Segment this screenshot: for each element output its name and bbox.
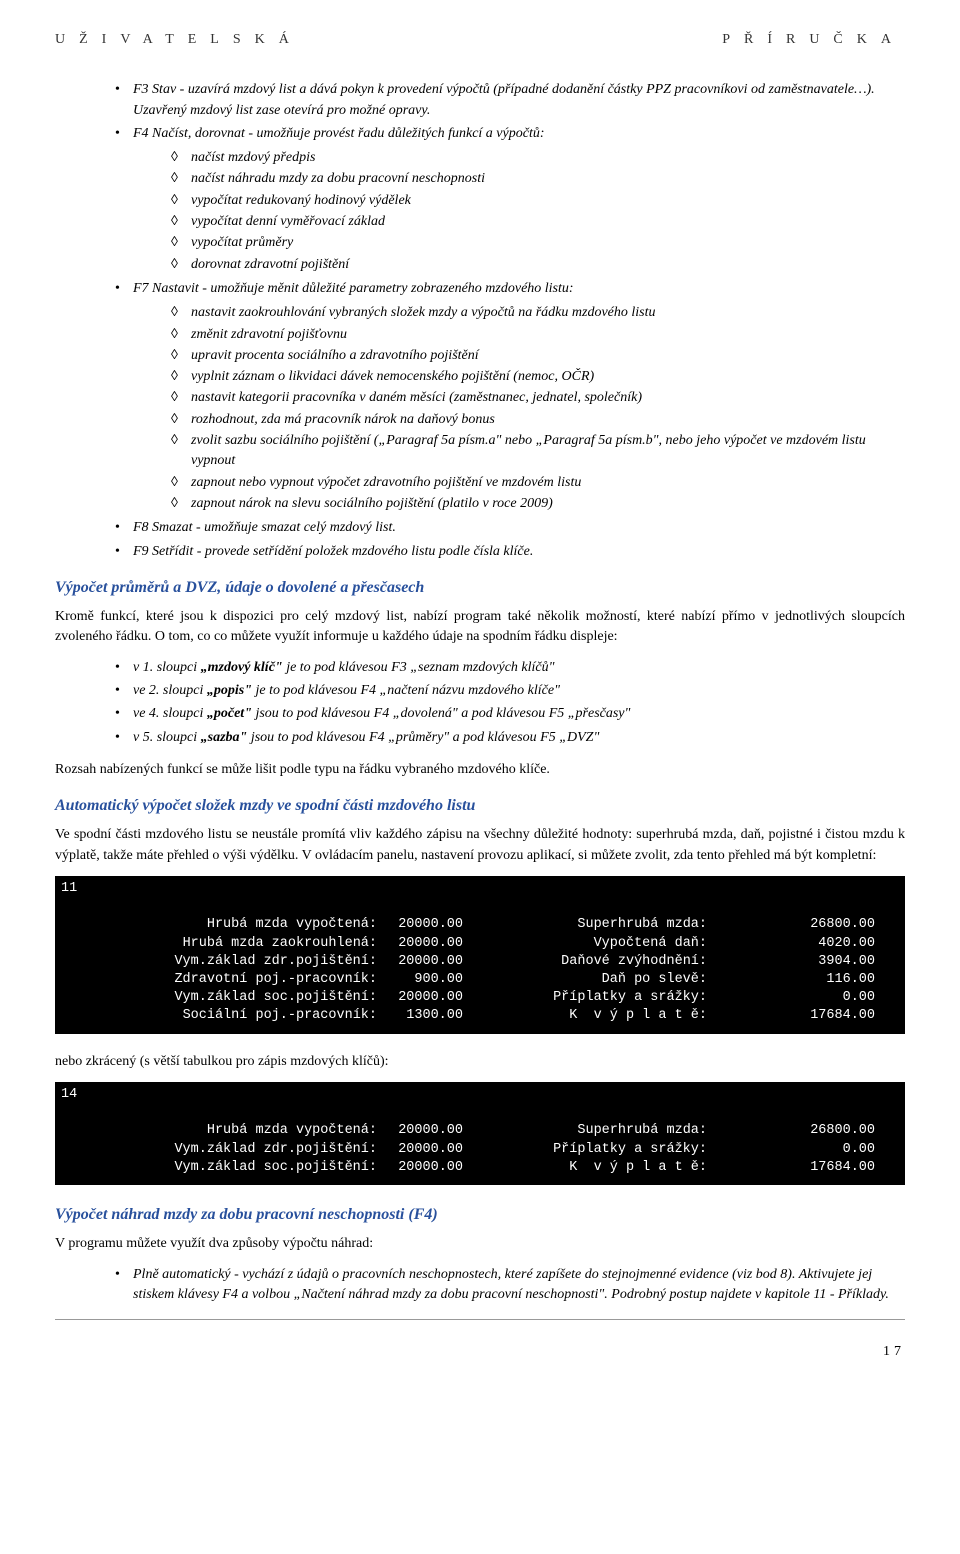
list-item: ve 2. sloupci „popis" je to pod klávesou… [115, 681, 905, 701]
sub-list-item: změnit zdravotní pojišťovnu [171, 325, 905, 345]
item-text: Plně automatický - vychází z údajů o pra… [133, 1267, 889, 1302]
item-text: F8 Smazat - umožňuje smazat celý mzdový … [133, 520, 396, 535]
sub-list-item: zapnout nárok na slevu sociálního pojišt… [171, 494, 905, 514]
sub-list-item: dorovnat zdravotní pojištění [171, 255, 905, 275]
list-item: F9 Setřídit - provede setřídění položek … [115, 542, 905, 562]
sub-list-item: vyplnit záznam o likvidaci dávek nemocen… [171, 367, 905, 387]
paragraph: nebo zkrácený (s větší tabulkou pro zápi… [55, 1052, 905, 1072]
item-text: F7 Nastavit - umožňuje měnit důležité pa… [133, 281, 574, 296]
list-item: ve 4. sloupci „počet" jsou to pod kláves… [115, 704, 905, 724]
sub-list-item: vypočítat redukovaný hodinový výdělek [171, 191, 905, 211]
footer-rule [55, 1319, 905, 1320]
item-text: F4 Načíst, dorovnat - umožňuje provést ř… [133, 126, 545, 141]
sub-list: nastavit zaokrouhlování vybraných složek… [171, 303, 905, 514]
list-item: F8 Smazat - umožňuje smazat celý mzdový … [115, 518, 905, 538]
paragraph: Rozsah nabízených funkcí se může lišit p… [55, 760, 905, 780]
sub-list-item: zvolit sazbu sociálního pojištění („Para… [171, 431, 905, 472]
terminal-panel-short: 14 Hrubá mzda vypočtená:20000.00Superhru… [55, 1082, 905, 1185]
sub-list-item: zapnout nebo vypnout výpočet zdravotního… [171, 473, 905, 493]
section-heading: Výpočet náhrad mzdy za dobu pracovní nes… [55, 1203, 905, 1226]
paragraph: Kromě funkcí, které jsou k dispozici pro… [55, 607, 905, 648]
item-text: ve 4. sloupci „počet" jsou to pod kláves… [133, 706, 630, 721]
sub-list-item: načíst mzdový předpis [171, 148, 905, 168]
function-key-list: F3 Stav - uzavírá mzdový list a dává pok… [115, 80, 905, 562]
page-header: UŽIVATELSKÁ PŘÍRUČKA [55, 30, 905, 50]
item-text: F9 Setřídit - provede setřídění položek … [133, 544, 533, 559]
list-item: F4 Načíst, dorovnat - umožňuje provést ř… [115, 124, 905, 275]
list-item: Plně automatický - vychází z údajů o pra… [115, 1265, 905, 1306]
method-list: Plně automatický - vychází z údajů o pra… [115, 1265, 905, 1306]
sub-list-item: nastavit kategorii pracovníka v daném mě… [171, 388, 905, 408]
item-text: v 1. sloupci „mzdový klíč" je to pod klá… [133, 660, 555, 675]
item-text: ve 2. sloupci „popis" je to pod klávesou… [133, 683, 560, 698]
sub-list-item: načíst náhradu mzdy za dobu pracovní nes… [171, 169, 905, 189]
sub-list: načíst mzdový předpisnačíst náhradu mzdy… [171, 148, 905, 275]
page-number: 17 [55, 1342, 905, 1362]
sub-list-item: vypočítat denní vyměřovací základ [171, 212, 905, 232]
column-info-list: v 1. sloupci „mzdový klíč" je to pod klá… [115, 658, 905, 748]
list-item: v 1. sloupci „mzdový klíč" je to pod klá… [115, 658, 905, 678]
terminal-panel-full: 11 Hrubá mzda vypočtená:20000.00Superhru… [55, 876, 905, 1034]
item-text: F3 Stav - uzavírá mzdový list a dává pok… [133, 82, 875, 117]
section-heading: Automatický výpočet složek mzdy ve spodn… [55, 794, 905, 817]
section-heading: Výpočet průměrů a DVZ, údaje o dovolené … [55, 576, 905, 599]
sub-list-item: rozhodnout, zda má pracovník nárok na da… [171, 410, 905, 430]
list-item: v 5. sloupci „sazba" jsou to pod kláveso… [115, 728, 905, 748]
list-item: F7 Nastavit - umožňuje měnit důležité pa… [115, 279, 905, 514]
paragraph: V programu můžete využít dva způsoby výp… [55, 1234, 905, 1254]
list-item: F3 Stav - uzavírá mzdový list a dává pok… [115, 80, 905, 121]
paragraph: Ve spodní části mzdového listu se neustá… [55, 825, 905, 866]
sub-list-item: vypočítat průměry [171, 233, 905, 253]
sub-list-item: upravit procenta sociálního a zdravotníh… [171, 346, 905, 366]
item-text: v 5. sloupci „sazba" jsou to pod kláveso… [133, 730, 599, 745]
sub-list-item: nastavit zaokrouhlování vybraných složek… [171, 303, 905, 323]
